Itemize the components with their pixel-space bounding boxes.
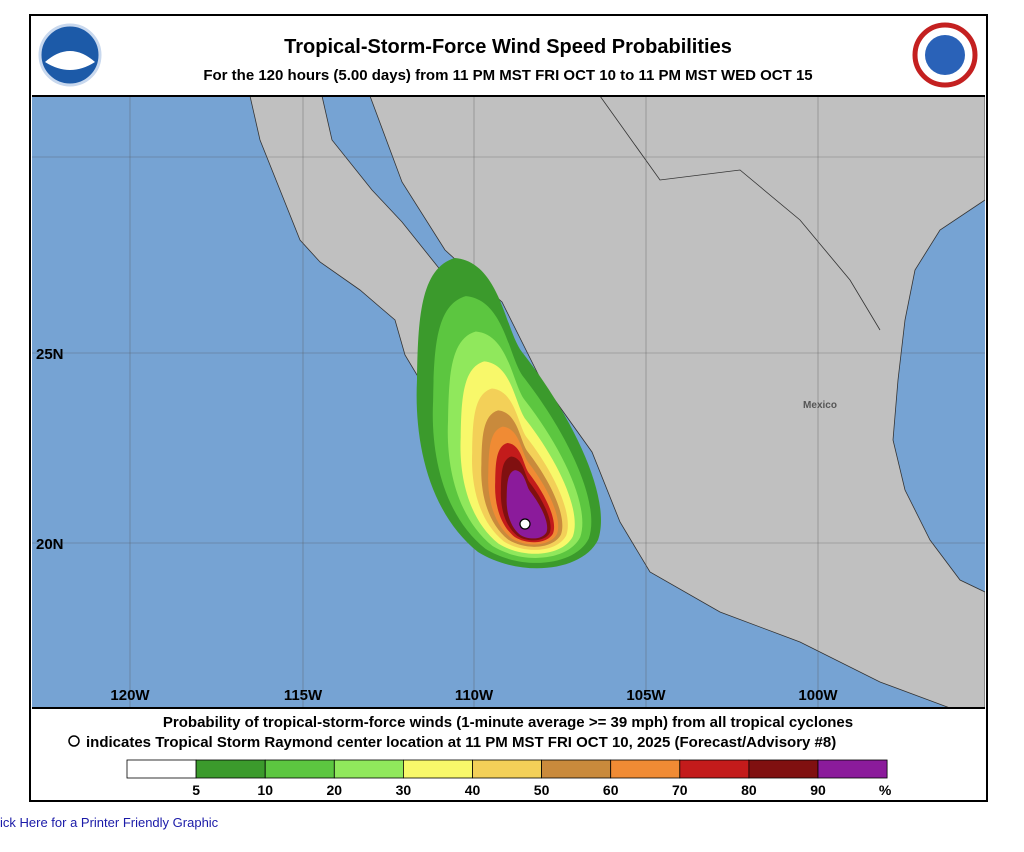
legend-swatch [748,759,819,779]
printer-link[interactable]: ick Here for a Printer Friendly Graphic [0,815,219,830]
lon-label: 100W [798,687,838,704]
title: Tropical-Storm-Force Wind Speed Probabil… [284,36,732,58]
lon-label: 110W [455,687,494,704]
legend-swatch [679,759,750,779]
legend-tick-label: 50 [534,782,550,798]
legend-tick-label: 40 [465,782,481,798]
place-label: Mexico [803,400,837,411]
contour [506,470,548,539]
lat-label: 25N [36,346,64,363]
legend-tick-label: 20 [327,782,343,798]
caption-line1: Probability of tropical-storm-force wind… [163,714,853,731]
legend-swatch [195,759,266,779]
storm-center [519,518,531,530]
legend-tick-label: 70 [672,782,688,798]
legend-swatch [333,759,404,779]
subtitle: For the 120 hours (5.00 days) from 11 PM… [203,67,812,84]
legend-tick-label: 30 [396,782,412,798]
lat-label: 20N [36,536,64,553]
legend-unit: % [879,782,892,798]
legend-tick-label: 90 [810,782,826,798]
legend-swatch [472,759,542,779]
legend-swatch [817,759,888,779]
caption-line2: indicates Tropical Storm Raymond center … [86,734,836,751]
legend-swatch [402,759,473,779]
legend-tick-label: 80 [741,782,757,798]
legend-tick-label: 60 [603,782,619,798]
lon-label: 105W [626,687,666,704]
probability-contours [416,258,601,569]
legend: 5 10 20 30 40 50 60 70 80 90% [126,759,892,798]
legend-swatch [610,759,681,779]
legend-tick-label: 5 [192,782,200,798]
noaa-logo-bird [45,51,95,70]
map: Mexico [32,96,985,708]
legend-swatch [541,759,612,779]
legend-swatch [264,759,335,779]
nws-logo-center [925,35,965,75]
storm-symbol [68,735,80,747]
legend-swatch [126,759,197,779]
legend-tick-label: 10 [257,782,273,798]
lon-label: 115W [284,687,323,704]
border [599,96,881,331]
lon-label: 120W [110,687,150,704]
